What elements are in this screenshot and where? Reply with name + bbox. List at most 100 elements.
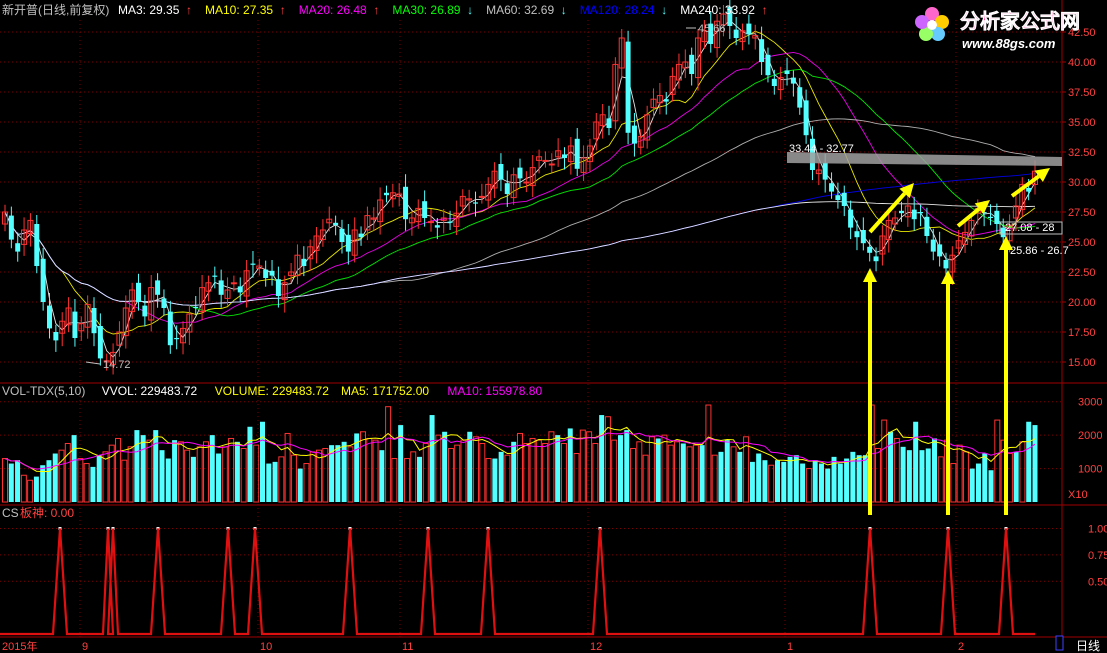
ma-legend-item: MA60: 32.69 [486, 3, 554, 17]
chart-title: 新开普(日线,前复权) [2, 2, 109, 17]
volume-bar-down [15, 460, 21, 502]
candle-body-up [256, 265, 263, 269]
candle-body-down [790, 77, 796, 84]
candle-body-down [142, 305, 148, 317]
candle-body-down [803, 100, 809, 136]
ma-trend-arrow: ↑ [373, 3, 379, 17]
site-logo: 分析家公式网 www.88gs.com [915, 7, 1080, 51]
ma-trend-arrow: ↑ [186, 3, 192, 17]
volume-bar-up [535, 439, 542, 503]
candle-body-down [422, 201, 428, 218]
candle-body-down [848, 209, 854, 228]
volume-bar-up [479, 442, 486, 503]
candle-body-up [523, 181, 530, 184]
volume-bar-down [329, 445, 335, 502]
candle-body-up [453, 212, 460, 227]
candle-body-down [174, 338, 180, 340]
volume-bar-up [359, 431, 366, 503]
volume-bar-up [473, 436, 480, 503]
volume-legend-item: MA5: 171752.00 [341, 384, 429, 398]
range-label-1: 33.44 - 32.77 [789, 143, 854, 155]
candle-body-up [548, 163, 555, 166]
price-tick-label: 32.50 [1068, 147, 1096, 159]
scroll-handle[interactable] [1055, 635, 1064, 651]
candle-body-up [885, 219, 892, 241]
candle-body-up [955, 240, 962, 249]
volume-bar-down [781, 461, 787, 502]
volume-bar-down [862, 455, 868, 502]
candle-body-up [313, 235, 320, 251]
volume-bar-up [290, 454, 297, 503]
volume-bar-down [793, 455, 799, 502]
ma-legend-item: MA30: 26.89 [392, 3, 460, 17]
volume-bar-up [64, 442, 71, 503]
candle-body-down [867, 246, 873, 253]
candle-body-down [898, 210, 904, 214]
low-price-label: 14.72 [103, 359, 131, 371]
volume-bar-down [442, 431, 448, 502]
candle-body-down [345, 234, 351, 252]
candle-body-down [860, 230, 866, 244]
trend-arrow-2 [956, 200, 990, 228]
candle-body-down [97, 326, 103, 359]
candle-body-down [136, 282, 142, 302]
candle-body-up [122, 307, 129, 337]
candle-body-down [91, 308, 97, 334]
ma-legend-item: MA120: 28.24 [580, 3, 655, 17]
arrow-head [974, 200, 990, 215]
candle-body-up [103, 360, 110, 363]
candlestick-series [2, 0, 1038, 375]
candle-body-up [962, 231, 969, 245]
candle-body-up [618, 37, 625, 69]
candle-body-down [1000, 227, 1006, 238]
ma-legend-item: MA3: 29.35 [118, 3, 180, 17]
volume-bar-up [177, 441, 184, 503]
candle-body-down [275, 279, 281, 296]
indicator-value: 板神: 0.00 [20, 506, 74, 520]
volume-bar-up [705, 404, 712, 503]
candle-body-up [396, 193, 403, 197]
arrow-shaft [1010, 174, 1040, 198]
candle-body-up [2, 211, 8, 225]
volume-bar-up [27, 479, 34, 503]
volume-bar-down [266, 463, 272, 502]
candle-body-down [269, 270, 275, 276]
candle-body-up [440, 217, 447, 221]
ma-legend-item: MA10: 27.35 [205, 3, 273, 17]
price-tick-label: 20.00 [1068, 297, 1096, 309]
candle-body-down [924, 216, 930, 236]
candle-body-up [586, 145, 593, 163]
price-tick-label: 42.50 [1068, 27, 1096, 39]
candle-body-down [987, 216, 993, 218]
arrow-shaft [956, 207, 981, 228]
candle-body-down [472, 202, 478, 204]
candle-body-up [326, 218, 333, 224]
volume-bar-up [881, 419, 888, 503]
ma-trend-arrow: ↑ [280, 3, 286, 17]
candle-body-up [408, 217, 415, 224]
candle-body-down [835, 195, 841, 200]
volume-bar-down [134, 430, 140, 502]
candle-body-up [599, 114, 606, 127]
volume-bar-down [680, 443, 686, 502]
candle-body-down [8, 215, 14, 240]
candle-body-up [701, 30, 708, 43]
candle-body-down [263, 269, 269, 278]
candle-body-down [930, 239, 936, 252]
arrow-head [941, 270, 955, 284]
volume-bar-down [272, 461, 278, 502]
volume-bar-up [579, 429, 586, 503]
volume-bar-up [604, 416, 611, 503]
candle-body-up [224, 289, 231, 299]
volume-bar-up [893, 437, 900, 503]
volume-legend-item: VVOL: 229483.72 [102, 384, 198, 398]
volume-bar-down [498, 451, 504, 502]
candle-body-up [777, 77, 784, 91]
volume-bar-down [335, 445, 341, 502]
candle-body-down [504, 183, 510, 194]
candle-body-up [968, 219, 975, 237]
candle-body-down [797, 87, 803, 108]
candle-body-down [434, 225, 440, 228]
volume-bar-up [674, 441, 681, 503]
indicator-name: CS [2, 506, 19, 520]
